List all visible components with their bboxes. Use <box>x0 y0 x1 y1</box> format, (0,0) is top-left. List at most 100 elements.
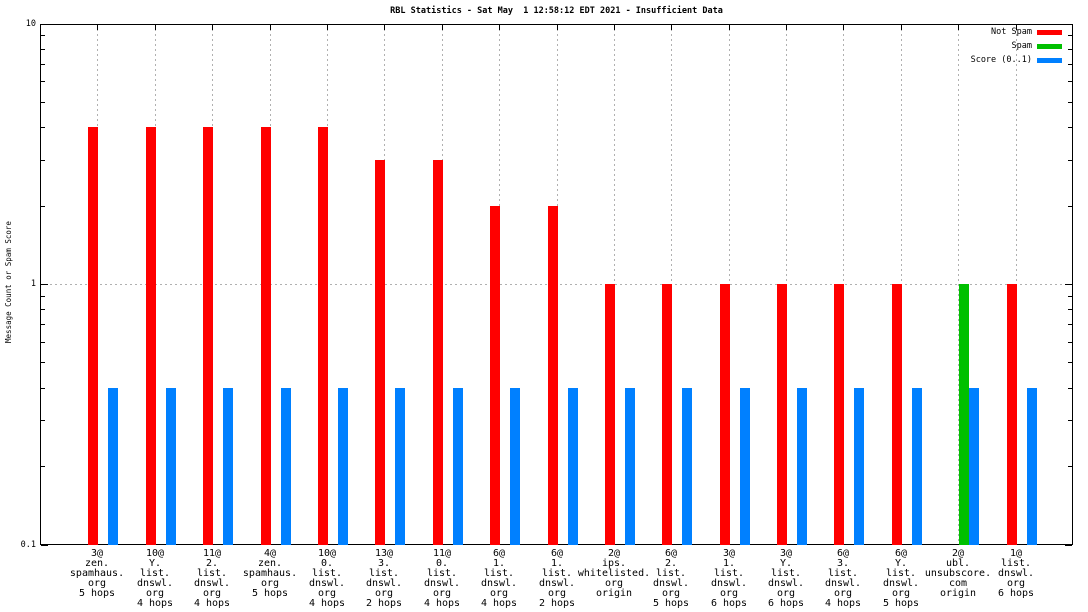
x-tick-label-line: dnswl. <box>824 578 862 589</box>
bar-score-0-1 <box>510 388 520 545</box>
legend-swatch <box>1037 58 1062 63</box>
x-tick-label-line: origin <box>595 588 633 599</box>
x-tick-label: 3@ 1. list. dnswl. org 6 hops <box>684 549 774 609</box>
bar-not-spam <box>318 127 328 545</box>
x-tick-label-line: org <box>604 578 624 589</box>
legend-label: Spam <box>1011 41 1032 51</box>
x-tick-label-line: org <box>432 588 452 599</box>
x-tick-label-line: 6@ <box>550 548 564 559</box>
y-minor-tick-right <box>1068 388 1072 389</box>
x-tick-label: 6@ 2. list. dnswl. org 5 hops <box>626 549 716 609</box>
x-tick-label-line: dnswl. <box>882 578 920 589</box>
x-tick-label-line: list. <box>426 568 458 579</box>
x-tick-label-line: 1. <box>550 558 564 569</box>
bar-not-spam <box>605 284 615 545</box>
x-tick-label-line: org <box>776 588 796 599</box>
x-tick-label-line: 3@ <box>90 548 104 559</box>
x-top-tick <box>671 25 672 30</box>
bar-not-spam <box>375 160 385 545</box>
bar-score-0-1 <box>281 388 291 545</box>
x-top-tick <box>786 25 787 30</box>
x-tick-label: 11@ 0. list. dnswl. org 4 hops <box>397 549 487 609</box>
x-tick-label-line: 4 hops <box>824 598 862 609</box>
y-major-tick-left <box>41 545 48 546</box>
x-top-tick <box>97 25 98 30</box>
x-tick-label-line: 2. <box>664 558 678 569</box>
y-minor-tick-left <box>41 64 45 65</box>
x-tick-label-line: 4 hops <box>136 598 174 609</box>
x-tick-label: 6@ Y. list. dnswl. org 5 hops <box>856 549 946 609</box>
legend-label: Score (0..1) <box>970 55 1032 65</box>
x-tick-label-line: 6@ <box>664 548 678 559</box>
x-tick-label-line: 5 hops <box>78 588 116 599</box>
x-tick-label: 1@ list. dnswl. org 6 hops <box>971 549 1061 599</box>
x-tick-label-line: 3@ <box>722 548 736 559</box>
y-minor-tick-left <box>41 466 45 467</box>
y-minor-tick-right <box>1068 296 1072 297</box>
x-tick-label-line: 2. <box>205 558 219 569</box>
x-tick-label-line: dnswl. <box>480 578 518 589</box>
x-tick-label-line: 5 hops <box>882 598 920 609</box>
y-minor-tick-left <box>41 388 45 389</box>
x-tick-label-line: org <box>317 588 337 599</box>
x-top-tick <box>843 25 844 30</box>
x-top-tick <box>442 25 443 30</box>
x-tick-label-line: list. <box>1000 558 1032 569</box>
x-tick-label-line: org <box>374 588 394 599</box>
x-tick-label-line: dnswl. <box>710 578 748 589</box>
x-top-tick <box>1016 25 1017 30</box>
legend-label: Not Spam <box>991 27 1032 37</box>
x-tick-label-line: 2@ <box>951 548 965 559</box>
x-tick-label-line: 6 hops <box>710 598 748 609</box>
x-tick-label-line: 2 hops <box>365 598 403 609</box>
bar-score-0-1 <box>969 388 979 545</box>
x-tick-label-line: dnswl. <box>365 578 403 589</box>
y-minor-tick-left <box>41 324 45 325</box>
legend-swatch <box>1037 44 1062 49</box>
x-tick-label-line: org <box>833 588 853 599</box>
x-tick-label-line: 4 hops <box>480 598 518 609</box>
x-tick-label-line: list. <box>541 568 573 579</box>
y-minor-tick-right <box>1068 102 1072 103</box>
y-minor-tick-left <box>41 35 45 36</box>
legend-row: Not Spam <box>971 28 1062 37</box>
x-tick-label: 4@ zen. spamhaus. org 5 hops <box>225 549 315 599</box>
x-top-tick <box>212 25 213 30</box>
y-major-tick-right <box>1065 545 1072 546</box>
x-tick-label-line: 6@ <box>836 548 850 559</box>
x-top-tick <box>557 25 558 30</box>
bar-not-spam <box>892 284 902 545</box>
x-top-tick <box>614 25 615 30</box>
bar-not-spam <box>203 127 213 545</box>
y-major-tick-left <box>41 24 48 25</box>
x-tick-label-line: dnswl. <box>538 578 576 589</box>
x-top-tick <box>729 25 730 30</box>
legend-row: Score (0..1) <box>971 56 1062 65</box>
x-tick-label-line: 2@ <box>607 548 621 559</box>
x-tick-label-line: org <box>87 578 107 589</box>
y-minor-tick-right <box>1068 342 1072 343</box>
bar-not-spam <box>548 206 558 545</box>
bar-score-0-1 <box>625 388 635 545</box>
y-minor-tick-right <box>1068 127 1072 128</box>
y-major-tick-right <box>1065 24 1072 25</box>
y-minor-tick-left <box>41 49 45 50</box>
x-tick-label-line: 1. <box>492 558 506 569</box>
x-tick-label: 10@ 0. list. dnswl. org 4 hops <box>282 549 372 609</box>
y-tick-label: 1 <box>30 279 36 289</box>
bar-not-spam <box>834 284 844 545</box>
bar-not-spam <box>720 284 730 545</box>
x-tick-label-line: org <box>202 588 222 599</box>
x-tick-label-line: list. <box>827 568 859 579</box>
bar-score-0-1 <box>740 388 750 545</box>
bar-not-spam <box>490 206 500 545</box>
y-minor-tick-right <box>1068 420 1072 421</box>
y-major-tick-left <box>41 284 48 285</box>
y-minor-tick-right <box>1068 466 1072 467</box>
x-tick-label-line: spamhaus. <box>69 568 125 579</box>
bar-not-spam <box>433 160 443 545</box>
x-tick-label-line: org <box>1006 578 1026 589</box>
x-tick-label-line: org <box>145 588 165 599</box>
y-minor-tick-right <box>1068 64 1072 65</box>
